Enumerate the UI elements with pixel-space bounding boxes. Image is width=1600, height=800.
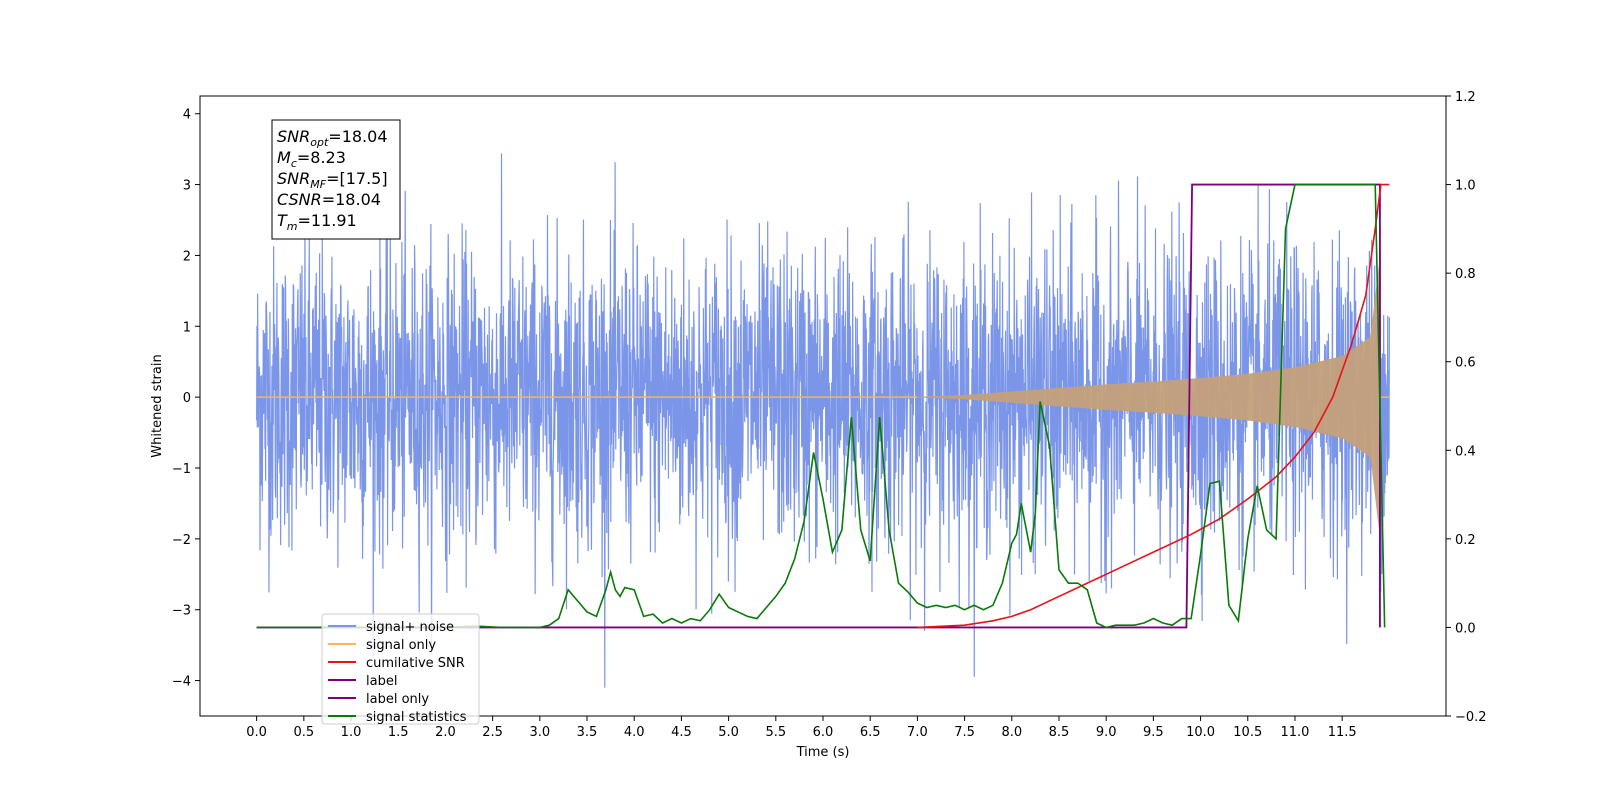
y2-tick-label: 1.2 <box>1455 90 1476 105</box>
legend-label: label only <box>366 692 429 707</box>
x-tick-label: 0.5 <box>293 725 314 740</box>
y-tick-label: 4 <box>183 108 191 123</box>
y2-tick-label: −0.2 <box>1455 710 1487 725</box>
legend-label: signal statistics <box>366 710 467 725</box>
legend-frame <box>321 613 480 725</box>
y2-tick-label: 0.8 <box>1455 267 1476 282</box>
y-tick-label: 1 <box>183 320 191 335</box>
x-tick-label: 10.5 <box>1233 725 1262 740</box>
info-line-symbol: SNR <box>277 127 310 146</box>
info-line: SNRMF=[17.5] <box>277 169 388 191</box>
legend: signal+ noise signal only cumilative SNR la… <box>321 613 480 725</box>
series-signal-statistics-line <box>256 183 1386 629</box>
x-tick-label: 4.5 <box>671 725 692 740</box>
info-line-subscript: MF <box>310 178 326 191</box>
info-line-subscript: m <box>287 220 298 233</box>
info-line-symbol: CSNR <box>277 190 322 209</box>
x-tick-label: 3.0 <box>529 725 550 740</box>
y-tick-label: −2 <box>172 533 191 548</box>
info-line: Tm=11.91 <box>277 211 357 233</box>
x-tick-label: 2.0 <box>435 725 456 740</box>
x-tick-label: 3.5 <box>577 725 598 740</box>
info-line: CSNR=18.04 <box>277 190 381 209</box>
x-tick-label: 10.0 <box>1186 725 1215 740</box>
y-tick-label: 2 <box>183 249 191 264</box>
x-tick-label: 2.5 <box>482 725 503 740</box>
x-tick-label: 1.5 <box>388 725 409 740</box>
y2-tick-label: 0.0 <box>1455 621 1476 636</box>
info-line-symbol: T <box>277 211 288 230</box>
info-line-value: =[17.5] <box>326 169 388 188</box>
series-signal-noise-line <box>256 153 1390 688</box>
series-cumulative-snr-line <box>917 183 1390 629</box>
x-tick-label: 6.0 <box>813 725 834 740</box>
x-tick-label: 9.5 <box>1143 725 1164 740</box>
x-tick-label: 5.0 <box>718 725 739 740</box>
info-line-value: =18.04 <box>328 127 387 146</box>
info-line: SNRopt=18.04 <box>277 127 388 149</box>
x-axis-label: Time (s) <box>796 745 850 760</box>
x-tick-label: 9.0 <box>1096 725 1117 740</box>
y-axis-label: Whitened strain <box>150 354 165 457</box>
info-line-subscript: c <box>291 157 297 170</box>
series-label-line <box>256 183 1381 629</box>
legend-label: signal only <box>366 638 436 653</box>
info-line-subscript: opt <box>310 136 329 149</box>
y-tick-label: −4 <box>172 675 191 690</box>
info-line-symbol: M <box>277 148 291 167</box>
x-tick-label: 5.5 <box>765 725 786 740</box>
y-tick-label: −1 <box>172 462 191 477</box>
x-tick-label: 11.0 <box>1280 725 1309 740</box>
y2-tick-label: 0.2 <box>1455 533 1476 548</box>
x-tick-label: 1.0 <box>341 725 362 740</box>
y-tick-label: 0 <box>183 391 191 406</box>
info-line-symbol: SNR <box>277 169 310 188</box>
x-tick-label: 0.0 <box>246 725 267 740</box>
y2-tick-label: 1.0 <box>1455 179 1476 194</box>
y-tick-label: 3 <box>183 179 191 194</box>
x-tick-label: 7.0 <box>907 725 928 740</box>
legend-label: cumilative SNR <box>366 656 465 671</box>
x-tick-label: 7.5 <box>954 725 975 740</box>
x-tick-label: 11.5 <box>1328 725 1357 740</box>
x-tick-label: 8.0 <box>1001 725 1022 740</box>
x-tick-label: 4.0 <box>624 725 645 740</box>
info-box: SNRopt=18.04Mc=8.23SNRMF=[17.5]CSNR=18.0… <box>271 119 401 240</box>
info-line-value: =18.04 <box>322 190 381 209</box>
legend-label: signal+ noise <box>366 620 454 635</box>
y2-tick-label: 0.6 <box>1455 356 1476 371</box>
x-tick-label: 6.5 <box>860 725 881 740</box>
y-tick-label: −3 <box>172 604 191 619</box>
series-signal-only-band <box>917 248 1381 546</box>
info-box-frame <box>271 119 401 240</box>
legend-label: label <box>366 674 397 689</box>
x-tick-label: 8.5 <box>1049 725 1070 740</box>
info-line-value: =11.91 <box>298 211 357 230</box>
info-line-value: =8.23 <box>297 148 346 167</box>
info-line: Mc=8.23 <box>277 148 346 170</box>
y2-tick-label: 0.4 <box>1455 444 1476 459</box>
